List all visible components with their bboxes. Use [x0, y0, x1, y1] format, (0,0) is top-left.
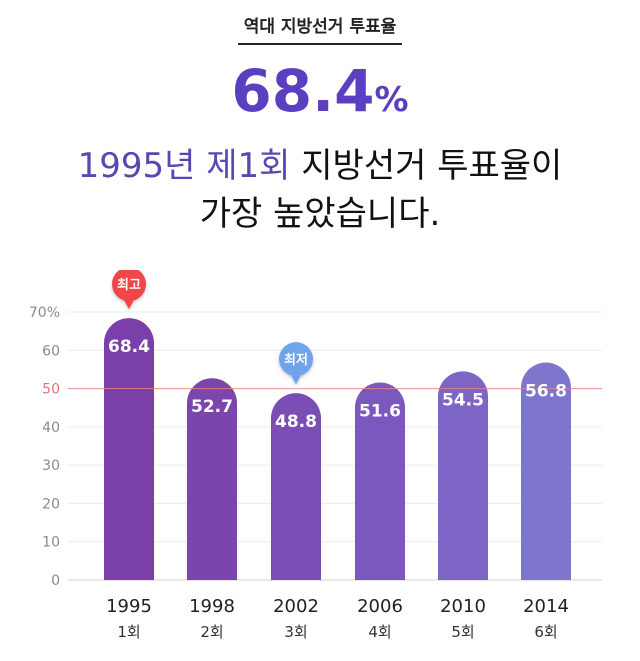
bar-1998 [187, 378, 237, 580]
callout-pointer [123, 298, 135, 310]
summary-highlight: 1995년 제1회 [77, 146, 291, 186]
labels: 0 10 20 30 40 50 60 70% 68.4 1995 1회 52.7 1998 2회 48.8… [29, 270, 569, 641]
bar-2014 [521, 362, 571, 580]
highlight-unit: % [374, 80, 409, 120]
y-tick-label: 50 [42, 382, 60, 398]
y-tick-label: 20 [42, 496, 60, 512]
x-tick-label: 1998 [189, 596, 235, 617]
x-sub-label: 1회 [117, 623, 140, 641]
bar-value-label: 48.8 [275, 412, 317, 432]
x-tick-label: 2002 [273, 596, 319, 617]
x-sub-label: 3회 [284, 623, 307, 641]
bar-value-label: 56.8 [525, 382, 567, 402]
callout-circle [279, 342, 313, 377]
x-sub-label: 6회 [534, 623, 557, 641]
bar-1995 [104, 318, 154, 580]
bar-value-label: 51.6 [359, 401, 401, 421]
callout-badge [112, 270, 146, 310]
summary-text: 1995년 제1회 지방선거 투표율이 가장 높았습니다. [0, 142, 640, 238]
summary-rest: 지방선거 투표율이 [290, 146, 563, 186]
bar-value-label: 52.7 [191, 397, 233, 417]
x-tick-label: 2014 [523, 596, 569, 617]
summary-line-2: 가장 높았습니다. [199, 194, 441, 234]
chart-heading: 역대 지방선거 투표율 [0, 12, 640, 45]
bar-value-label: 54.5 [442, 390, 484, 410]
y-tick-label: 40 [42, 420, 60, 436]
bar-2006 [355, 382, 405, 580]
summary-line-1: 1995년 제1회 지방선거 투표율이 [0, 142, 640, 190]
bars [104, 318, 571, 580]
x-tick-label: 2010 [440, 596, 486, 617]
callout-label: 최고 [117, 278, 141, 293]
x-sub-label: 2회 [200, 623, 223, 641]
callout-label: 최저 [284, 353, 308, 368]
bar-2002 [271, 393, 321, 580]
bar-2010 [438, 371, 488, 580]
y-tick-label: 30 [42, 458, 60, 474]
x-sub-label: 4회 [368, 623, 391, 641]
callout-pointer [290, 373, 302, 385]
turnout-bar-chart: 0 10 20 30 40 50 60 70% 68.4 1995 1회 52.7 1998 2회 48.8… [29, 270, 602, 641]
bar-value-label: 68.4 [108, 337, 150, 357]
y-tick-label: 10 [42, 535, 60, 551]
y-tick-label: 0 [51, 573, 60, 589]
x-tick-label: 2006 [357, 596, 403, 617]
callout-badge [279, 342, 313, 385]
callout-circle [112, 270, 146, 302]
chart-heading-text: 역대 지방선거 투표율 [237, 12, 403, 45]
x-sub-label: 5회 [451, 623, 474, 641]
y-tick-label: 60 [42, 343, 60, 359]
highlight-number: 68.4 [231, 57, 375, 125]
x-tick-label: 1995 [106, 596, 152, 617]
y-tick-label: 70% [29, 305, 60, 321]
highlight-value: 68.4% [0, 62, 640, 120]
